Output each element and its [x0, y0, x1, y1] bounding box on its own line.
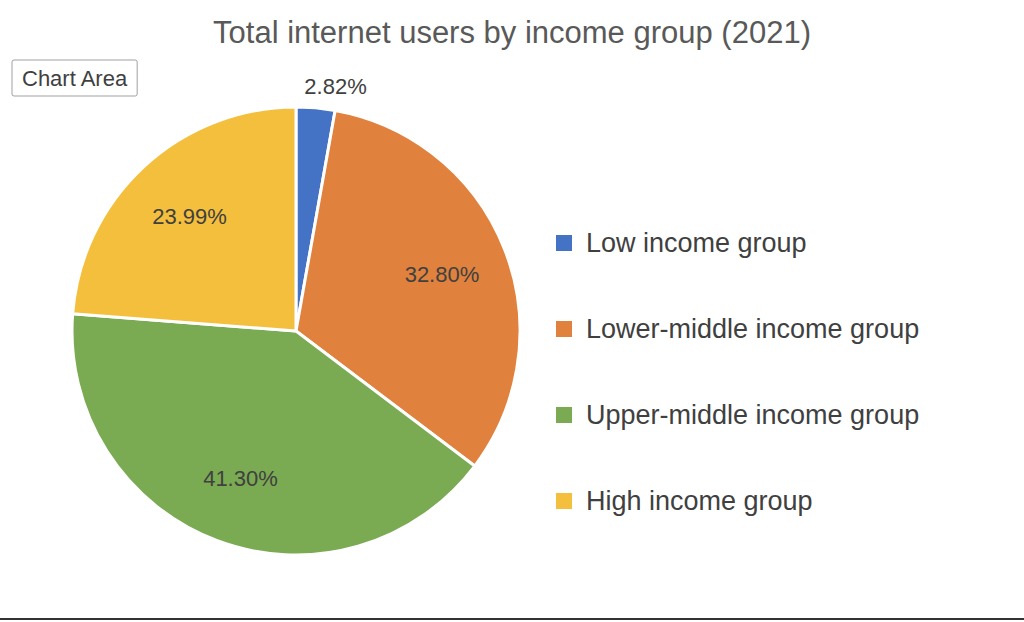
legend-label: High income group [586, 486, 813, 516]
data-label: 41.30% [203, 466, 278, 491]
legend-label: Low income group [586, 228, 807, 258]
chart: Total internet users by income group (20… [0, 0, 1024, 622]
chart-title: Total internet users by income group (20… [213, 15, 811, 50]
legend-swatch [556, 321, 572, 337]
data-label: 32.80% [405, 262, 480, 287]
legend-label: Upper-middle income group [586, 400, 919, 430]
annotation: Chart Area [12, 60, 137, 96]
data-label: 2.82% [304, 74, 366, 99]
data-label: 23.99% [152, 204, 227, 229]
pie-slice [73, 107, 296, 331]
slices [72, 107, 520, 555]
background [0, 0, 1024, 622]
annotation-box [12, 60, 137, 96]
legend-label: Lower-middle income group [586, 314, 919, 344]
legend-swatch [556, 493, 572, 509]
legend-swatch [556, 235, 572, 251]
pie-slice [72, 314, 475, 555]
legend: Low income group Lower-middle income grou… [556, 228, 919, 516]
legend-swatch [556, 407, 572, 423]
annotation-text: Chart Area [22, 66, 128, 91]
data-labels: 2.82% 32.80% 41.30% 23.99% [152, 74, 479, 491]
bottom-border [0, 618, 1024, 620]
